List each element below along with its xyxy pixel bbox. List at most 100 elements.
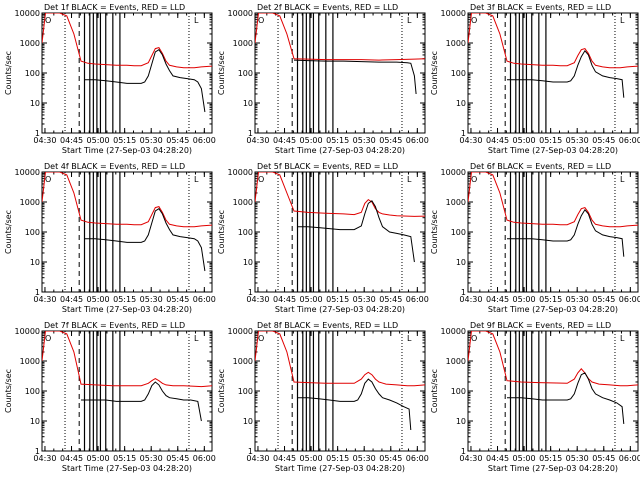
x-tick-label: 04:45 bbox=[486, 295, 509, 304]
y-tick-label: 100 bbox=[451, 69, 466, 78]
x-tick-label: 05:30 bbox=[140, 454, 163, 463]
x-tick-label: 05:00 bbox=[513, 454, 536, 463]
plot-frame bbox=[467, 330, 639, 452]
x-tick-label: 06:00 bbox=[619, 295, 640, 304]
plot-frame bbox=[254, 171, 426, 293]
x-tick-label: 06:00 bbox=[619, 136, 640, 145]
corner-marker-left: O bbox=[45, 334, 51, 343]
y-tick-label: 10 bbox=[30, 99, 40, 108]
x-tick-label: 05:15 bbox=[539, 136, 562, 145]
y-tick-label: 10000 bbox=[228, 168, 253, 177]
corner-marker-left: O bbox=[258, 334, 264, 343]
x-tick-label: 05:45 bbox=[166, 136, 189, 145]
y-tick-label: 1000 bbox=[20, 357, 40, 366]
corner-marker-left: O bbox=[258, 16, 264, 25]
panel-title: Det 3f BLACK = Events, RED = LLD bbox=[470, 3, 611, 12]
corner-marker-right: L bbox=[407, 175, 412, 184]
x-tick-label: 05:15 bbox=[113, 136, 136, 145]
y-tick-label: 1 bbox=[35, 288, 40, 297]
x-tick-label: 05:30 bbox=[566, 136, 589, 145]
plot-frame bbox=[467, 12, 639, 134]
y-axis-label: Counts/sec bbox=[217, 51, 226, 95]
y-tick-label: 1000 bbox=[20, 39, 40, 48]
y-axis-label: Counts/sec bbox=[4, 369, 13, 413]
x-axis-label: Start Time (27-Sep-03 04:28:20) bbox=[275, 464, 405, 473]
corner-marker-left: O bbox=[471, 175, 477, 184]
x-tick-label: 05:00 bbox=[300, 136, 323, 145]
y-tick-label: 1000 bbox=[20, 198, 40, 207]
x-tick-label: 05:45 bbox=[166, 454, 189, 463]
plot-frame bbox=[254, 330, 426, 452]
x-tick-label: 05:45 bbox=[592, 454, 615, 463]
plot-frame bbox=[467, 171, 639, 293]
y-tick-label: 100 bbox=[238, 69, 253, 78]
x-tick-label: 04:45 bbox=[273, 454, 296, 463]
corner-marker-left: O bbox=[471, 334, 477, 343]
x-tick-label: 05:00 bbox=[513, 136, 536, 145]
corner-marker-right: L bbox=[620, 334, 625, 343]
series-lld-line bbox=[255, 13, 425, 61]
y-tick-label: 10000 bbox=[15, 168, 40, 177]
x-tick-label: 05:15 bbox=[113, 454, 136, 463]
x-axis-label: Start Time (27-Sep-03 04:28:20) bbox=[488, 305, 618, 314]
y-tick-label: 10000 bbox=[441, 327, 466, 336]
series-lld-line bbox=[42, 172, 212, 228]
panel-title: Det 7f BLACK = Events, RED = LLD bbox=[44, 321, 185, 330]
corner-marker-right: L bbox=[620, 175, 625, 184]
x-tick-label: 04:30 bbox=[33, 454, 56, 463]
x-tick-label: 05:00 bbox=[300, 454, 323, 463]
series-events-line bbox=[507, 208, 625, 257]
y-tick-label: 1 bbox=[35, 129, 40, 138]
panel-8: Det 8f BLACK = Events, RED = LLD 1 10 100 10… bbox=[217, 321, 429, 473]
y-tick-label: 1 bbox=[35, 447, 40, 456]
x-tick-label: 05:45 bbox=[592, 295, 615, 304]
series-lld-line bbox=[255, 172, 425, 217]
panel-6: Det 6f BLACK = Events, RED = LLD 1 10 100 10… bbox=[430, 162, 640, 314]
x-tick-label: 05:15 bbox=[326, 136, 349, 145]
panel-title: Det 5f BLACK = Events, RED = LLD bbox=[257, 162, 398, 171]
series-lld-line bbox=[468, 331, 638, 387]
panel-1: Det 1f BLACK = Events, RED = LLD 1 10 100 10… bbox=[4, 3, 216, 155]
plot-frame bbox=[41, 171, 213, 293]
x-tick-label: 04:30 bbox=[459, 295, 482, 304]
x-tick-label: 05:30 bbox=[353, 295, 376, 304]
y-tick-label: 100 bbox=[451, 387, 466, 396]
x-axis-label: Start Time (27-Sep-03 04:28:20) bbox=[488, 464, 618, 473]
x-tick-label: 06:00 bbox=[193, 136, 216, 145]
panel-3: Det 3f BLACK = Events, RED = LLD 1 10 100 10… bbox=[430, 3, 640, 155]
x-tick-label: 04:45 bbox=[60, 454, 83, 463]
y-axis-label: Counts/sec bbox=[217, 210, 226, 254]
y-tick-label: 10 bbox=[456, 99, 466, 108]
series-lld-line bbox=[42, 331, 212, 388]
x-axis-label: Start Time (27-Sep-03 04:28:20) bbox=[62, 146, 192, 155]
corner-marker-left: O bbox=[45, 175, 51, 184]
y-axis-label: Counts/sec bbox=[217, 369, 226, 413]
x-tick-label: 06:00 bbox=[619, 454, 640, 463]
y-axis-label: Counts/sec bbox=[4, 51, 13, 95]
x-tick-label: 04:45 bbox=[60, 295, 83, 304]
y-tick-label: 100 bbox=[25, 69, 40, 78]
series-lld-line bbox=[255, 331, 425, 387]
x-tick-label: 06:00 bbox=[193, 454, 216, 463]
x-tick-label: 05:45 bbox=[592, 136, 615, 145]
y-tick-label: 1 bbox=[248, 129, 253, 138]
x-tick-label: 05:15 bbox=[539, 295, 562, 304]
y-axis-label: Counts/sec bbox=[4, 210, 13, 254]
corner-marker-right: L bbox=[407, 334, 412, 343]
y-tick-label: 1000 bbox=[233, 357, 253, 366]
x-tick-label: 04:30 bbox=[33, 295, 56, 304]
panel-title: Det 9f BLACK = Events, RED = LLD bbox=[470, 321, 611, 330]
y-tick-label: 1000 bbox=[233, 198, 253, 207]
y-tick-label: 10 bbox=[243, 258, 253, 267]
y-tick-label: 100 bbox=[25, 387, 40, 396]
y-tick-label: 10000 bbox=[15, 9, 40, 18]
series-events-line bbox=[84, 49, 206, 113]
x-tick-label: 06:00 bbox=[406, 136, 429, 145]
panel-title: Det 8f BLACK = Events, RED = LLD bbox=[257, 321, 398, 330]
panel-5: Det 5f BLACK = Events, RED = LLD 1 10 100 10… bbox=[217, 162, 429, 314]
y-tick-label: 10000 bbox=[441, 9, 466, 18]
panel-title: Det 6f BLACK = Events, RED = LLD bbox=[470, 162, 611, 171]
x-tick-label: 05:30 bbox=[566, 295, 589, 304]
panel-title: Det 2f BLACK = Events, RED = LLD bbox=[257, 3, 398, 12]
